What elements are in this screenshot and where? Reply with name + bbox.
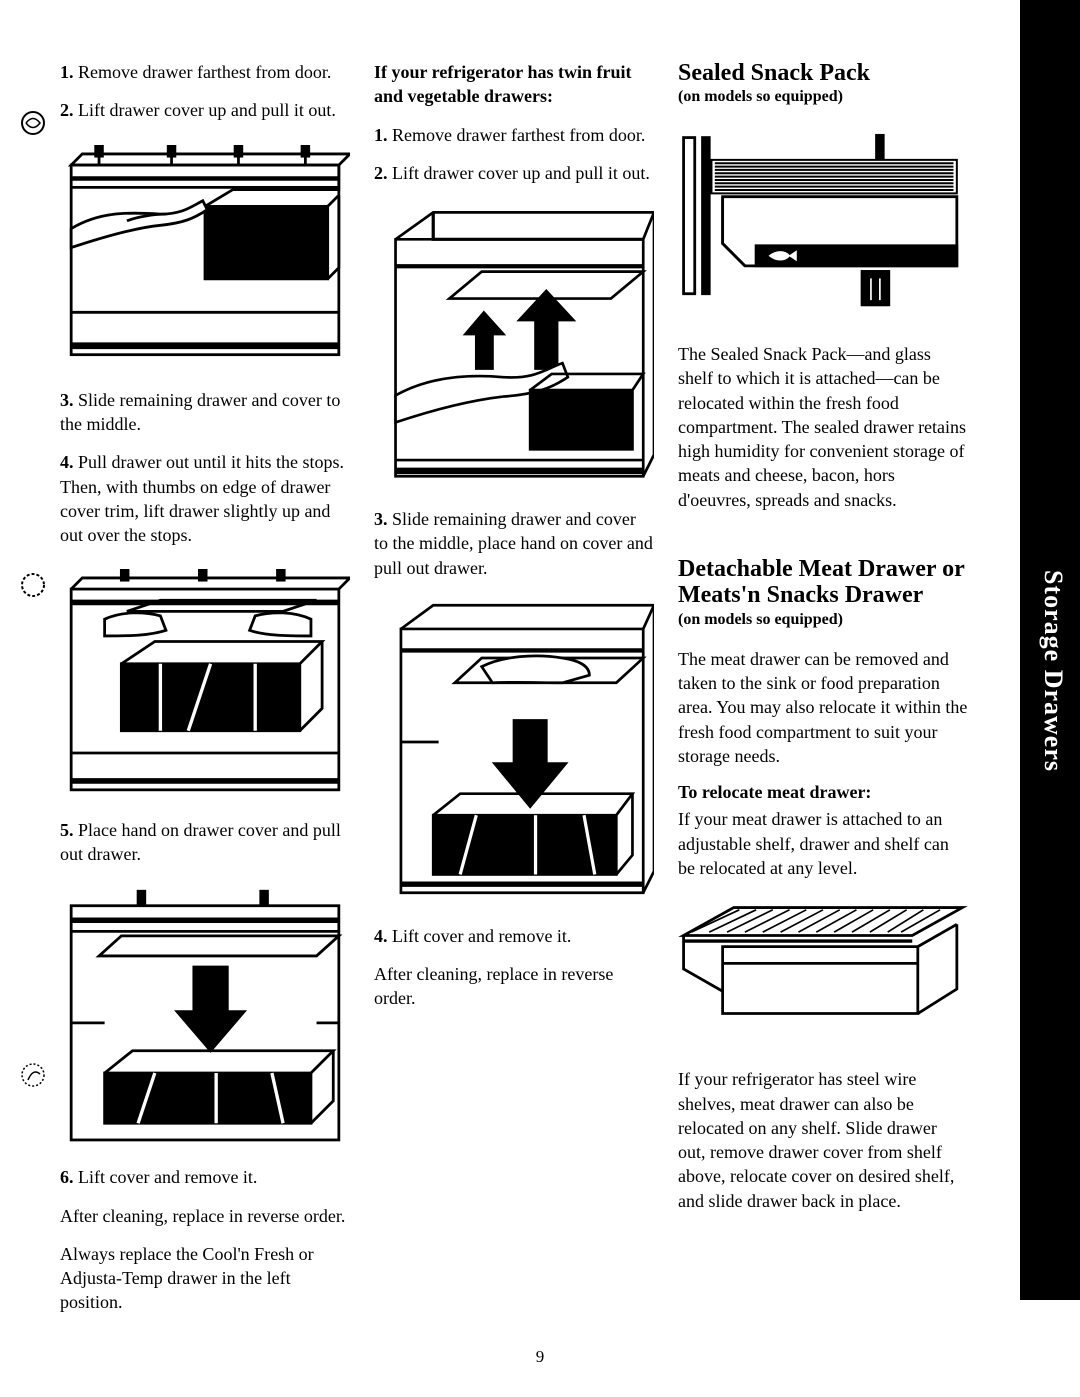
binding-mark-icon — [18, 1060, 48, 1090]
binding-mark-icon — [18, 108, 48, 138]
meat-drawer-subheading: (on models so equipped) — [678, 611, 968, 629]
snack-pack-subheading: (on models so equipped) — [678, 88, 968, 106]
twin-step-1: 1. Remove drawer farthest from door. — [374, 123, 654, 147]
column-1: 1. Remove drawer farthest from door. 2. … — [60, 60, 350, 1329]
binding-mark-icon — [18, 570, 48, 600]
step-2: 2. Lift drawer cover up and pull it out. — [60, 98, 350, 122]
step-6: 6. Lift cover and remove it. — [60, 1165, 350, 1189]
twin-drawers-lead: If your refrigerator has twin fruit and … — [374, 60, 654, 109]
illustration-drawer-pull — [60, 889, 350, 1146]
step-1: 1. Remove drawer farthest from door. — [60, 60, 350, 84]
illustration-twin-pull — [374, 602, 654, 904]
step-4: 4. Pull drawer out until it hits the sto… — [60, 450, 350, 547]
illustration-snack-pack: SEALED SNACK PACK — [678, 132, 968, 322]
meat-drawer-heading: Detachable Meat Drawer or Meats'n Snacks… — [678, 556, 968, 609]
drawer-position-note: Always replace the Cool'n Fresh or Adjus… — [60, 1242, 350, 1315]
relocate-subheading: To relocate meat drawer: — [678, 782, 968, 803]
step-3: 3. Slide remaining drawer and cover to t… — [60, 388, 350, 437]
snack-pack-heading: Sealed Snack Pack — [678, 60, 968, 86]
meat-drawer-description: The meat drawer can be removed and taken… — [678, 647, 968, 768]
step-5: 5. Place hand on drawer cover and pull o… — [60, 818, 350, 867]
twin-step-3: 3. Slide remaining drawer and cover to t… — [374, 507, 654, 580]
page-number: 9 — [536, 1347, 545, 1367]
column-3: Sealed Snack Pack (on models so equipped… — [678, 60, 968, 1329]
illustration-drawer-lift — [60, 569, 350, 798]
illustration-drawer-shelf — [60, 145, 350, 368]
after-cleaning-note: After cleaning, replace in reverse order… — [60, 1204, 350, 1228]
column-2: If your refrigerator has twin fruit and … — [374, 60, 654, 1329]
illustration-meat-drawer — [678, 902, 968, 1047]
illustration-twin-lift — [374, 207, 654, 487]
snack-pack-description: The Sealed Snack Pack—and glass shelf to… — [678, 342, 968, 512]
relocate-adjustable-text: If your meat drawer is attached to an ad… — [678, 807, 968, 880]
twin-step-2: 2. Lift drawer cover up and pull it out. — [374, 161, 654, 185]
twin-step-4: 4. Lift cover and remove it. — [374, 924, 654, 948]
twin-after-note: After cleaning, replace in reverse order… — [374, 962, 654, 1011]
snack-pack-label: SEALED SNACK PACK — [823, 254, 915, 263]
side-tab-label: Storage Drawers — [1038, 570, 1068, 772]
relocate-wire-text: If your refrigerator has steel wire shel… — [678, 1067, 968, 1213]
